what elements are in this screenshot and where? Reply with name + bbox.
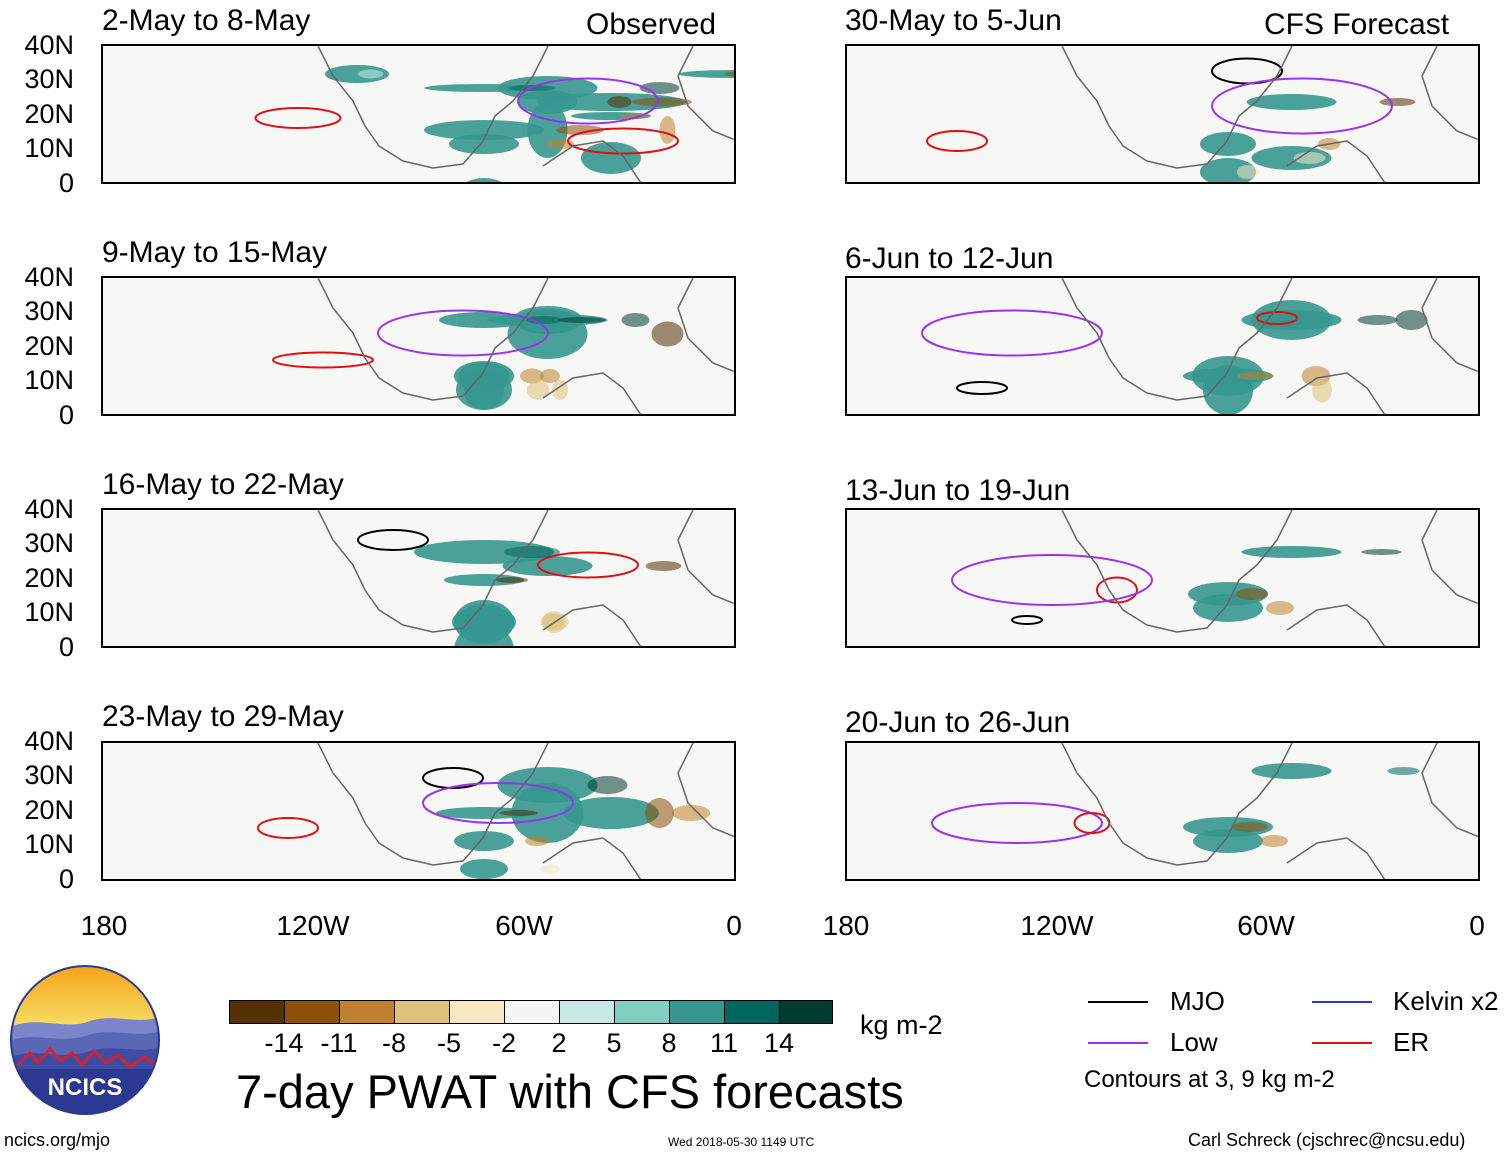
map-field [921,278,1478,414]
colorbar-swatch [449,1000,505,1024]
lat-label: 40N [24,494,74,524]
lon-label: 120W [1020,910,1094,941]
panel-title-right-2: 6-Jun to 12-Jun [845,242,1054,275]
lat-label: 30N [24,64,74,94]
legend-line-kelvin [1312,1001,1372,1003]
legend-label-er: ER [1393,1027,1430,1057]
lon-label: 60W [495,910,553,941]
colorbar-label: 5 [606,1028,622,1058]
forecast-header: CFS Forecast [1264,8,1450,41]
lat-label: 0 [58,168,74,198]
footer-timestamp: Wed 2018-05-30 1149 UTC [668,1135,815,1149]
map-field [254,46,734,182]
colorbar-label: 2 [551,1028,567,1058]
panel-title-left-3: 16-May to 22-May [102,468,344,501]
lat-label: 0 [58,400,74,430]
map-field [931,743,1478,879]
lat-label: 20N [24,99,74,129]
lat-label: 20N [24,795,74,825]
panel-title-right-1: 30-May to 5-Jun [845,4,1062,37]
logo-text: NCICS [48,1074,123,1101]
map-panel-left-1 [101,44,736,184]
lat-label: 20N [24,563,74,593]
footer-credit: Carl Schreck (cjschrec@ncsu.edu) [1188,1130,1466,1150]
colorbar-swatch [229,1000,285,1024]
colorbar-label: -14 [264,1028,304,1058]
main-title: 7-day PWAT with CFS forecasts [236,1065,904,1118]
map-panel-left-3 [101,508,736,648]
map-panel-right-2 [845,276,1480,416]
lat-label: 30N [24,296,74,326]
colorbar-swatch [779,1000,833,1024]
lat-label: 10N [24,829,74,859]
lon-label: 0 [726,910,742,941]
colorbar-swatch [559,1000,615,1024]
colorbar-label: 8 [661,1028,677,1058]
lat-label: 10N [24,597,74,627]
legend-line-er [1312,1042,1372,1044]
lat-label: 0 [58,864,74,894]
map-panel-right-3 [845,508,1480,648]
lat-label: 10N [24,365,74,395]
colorbar-swatch [724,1000,780,1024]
panel-title-left-4: 23-May to 29-May [102,700,344,733]
map-panel-right-1 [845,44,1480,184]
colorbar-label: -11 [320,1028,358,1058]
ncics-logo-graphic: NCICS [10,965,160,1115]
legend-label-low: Low [1170,1027,1218,1057]
lat-label: 40N [24,726,74,756]
legend-note: Contours at 3, 9 kg m-2 [1084,1066,1335,1093]
lon-label: 120W [276,910,350,941]
legend-label-mjo: MJO [1170,986,1225,1016]
legend-line-low [1088,1042,1148,1044]
colorbar-label: 11 [709,1028,739,1058]
map-field [272,278,734,414]
map-panel-right-4 [845,741,1480,881]
lat-label: 30N [24,528,74,558]
map-panel-left-4 [101,741,736,881]
colorbar-swatch [669,1000,725,1024]
lon-label: 0 [1469,910,1485,941]
lon-label: 180 [822,910,870,941]
colorbar-swatch [504,1000,560,1024]
panel-title-right-4: 20-Jun to 26-Jun [845,706,1071,739]
observed-header: Observed [586,8,717,41]
panel-title-left-1: 2-May to 8-May [102,4,311,37]
colorbar-swatch [284,1000,340,1024]
panel-title-right-3: 13-Jun to 19-Jun [845,474,1071,507]
panel-title-left-2: 9-May to 15-May [102,236,328,269]
colorbar-swatch [394,1000,450,1024]
lat-label: 40N [24,30,74,60]
map-field [926,46,1478,182]
ncics-logo: NCICS [10,965,160,1115]
map-panel-left-2 [101,276,736,416]
lon-label: 60W [1237,910,1295,941]
lat-label: 20N [24,331,74,361]
lat-label: 40N [24,262,74,292]
lat-label: 0 [58,632,74,662]
colorbar-label: -5 [436,1028,462,1058]
colorbar-label: -8 [381,1028,407,1058]
legend-label-kelvin: Kelvin x2 [1393,986,1499,1016]
colorbar-swatch [614,1000,670,1024]
map-field [257,743,734,879]
colorbar-label: 14 [763,1028,795,1058]
lon-label: 180 [80,910,128,941]
footer-url[interactable]: ncics.org/mjo [4,1130,111,1150]
legend-line-mjo [1088,1001,1148,1003]
map-field [317,510,734,646]
colorbar-label: -2 [491,1028,517,1058]
map-field [951,510,1478,646]
lat-label: 10N [24,133,74,163]
lat-label: 30N [24,760,74,790]
colorbar-units: kg m-2 [860,1010,943,1040]
colorbar-swatch [339,1000,395,1024]
